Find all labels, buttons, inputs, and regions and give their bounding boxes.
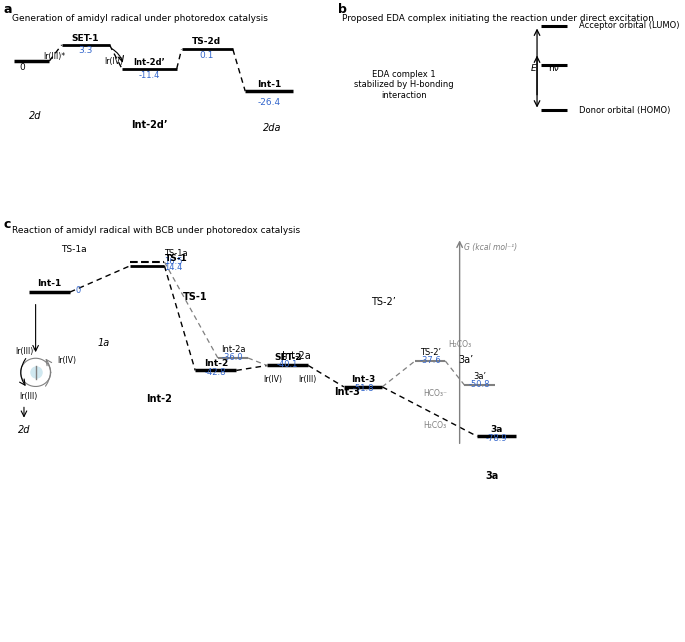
Text: HCO₃⁻: HCO₃⁻ xyxy=(423,389,447,398)
Text: -51.8: -51.8 xyxy=(352,385,374,394)
Text: -26.4: -26.4 xyxy=(258,98,281,107)
Text: TS-1: TS-1 xyxy=(164,254,187,263)
Text: TS-1a: TS-1a xyxy=(164,249,188,258)
Text: SET-2: SET-2 xyxy=(274,352,301,361)
Text: -40.1: -40.1 xyxy=(277,360,299,369)
Text: -78.9: -78.9 xyxy=(486,434,508,443)
Text: -36.0: -36.0 xyxy=(222,353,244,362)
Text: -50.8: -50.8 xyxy=(469,380,490,389)
Text: Int-1: Int-1 xyxy=(37,279,62,288)
Text: Int-3: Int-3 xyxy=(351,376,375,385)
Text: TS-1: TS-1 xyxy=(183,291,208,302)
Text: TS-2d: TS-2d xyxy=(192,37,221,46)
Text: 3a: 3a xyxy=(485,471,499,482)
Text: 3a’: 3a’ xyxy=(473,372,486,381)
Text: 3a: 3a xyxy=(490,425,503,434)
Text: Int-3: Int-3 xyxy=(334,386,360,397)
Text: Ir(III): Ir(III) xyxy=(20,392,38,401)
Text: 2d: 2d xyxy=(29,110,42,121)
Text: Ir(IV): Ir(IV) xyxy=(263,375,282,384)
Text: c: c xyxy=(3,218,11,231)
Text: 14.4: 14.4 xyxy=(164,263,183,272)
Text: Ir(III)*: Ir(III)* xyxy=(44,52,66,61)
Text: Donor orbital (HOMO): Donor orbital (HOMO) xyxy=(579,106,670,115)
Text: b: b xyxy=(338,3,347,16)
Text: Int-2d’: Int-2d’ xyxy=(131,120,168,130)
Text: Generation of amidyl radical under photoredox catalysis: Generation of amidyl radical under photo… xyxy=(12,14,269,23)
Text: Reaction of amidyl radical with BCB under photoredox catalysis: Reaction of amidyl radical with BCB unde… xyxy=(12,226,301,235)
Text: Proposed EDA complex initiating the reaction under direct excitation: Proposed EDA complex initiating the reac… xyxy=(342,14,654,23)
Text: TS-2’: TS-2’ xyxy=(420,348,440,357)
Text: E: E xyxy=(531,64,536,73)
Text: 0: 0 xyxy=(19,63,25,72)
Text: G (kcal mol⁻¹): G (kcal mol⁻¹) xyxy=(464,243,518,252)
Text: Int-2: Int-2 xyxy=(146,394,172,404)
Text: Int-2: Int-2 xyxy=(203,359,228,368)
Text: Acceptor orbital (LUMO): Acceptor orbital (LUMO) xyxy=(579,21,680,30)
Text: H₂CO₃: H₂CO₃ xyxy=(423,421,447,430)
Text: -11.4: -11.4 xyxy=(138,71,160,80)
Text: 3a’: 3a’ xyxy=(458,354,473,365)
Text: Int-1: Int-1 xyxy=(257,80,282,89)
Text: 2d: 2d xyxy=(18,425,30,435)
Text: 3.3: 3.3 xyxy=(79,46,92,55)
Text: 0: 0 xyxy=(75,286,81,295)
Text: hν: hν xyxy=(548,64,559,73)
Text: TS-2’: TS-2’ xyxy=(371,297,396,307)
Text: 0.1: 0.1 xyxy=(200,51,214,60)
Text: Int-2d’: Int-2d’ xyxy=(134,58,165,67)
Text: Ir(III)*: Ir(III)* xyxy=(15,347,37,356)
Text: H₂CO₃: H₂CO₃ xyxy=(448,340,471,349)
Text: 16.5: 16.5 xyxy=(164,257,183,266)
Text: EDA complex 1
stabilized by H-bonding
interaction: EDA complex 1 stabilized by H-bonding in… xyxy=(354,70,454,100)
Text: Ir(III): Ir(III) xyxy=(298,375,316,384)
Text: 1a: 1a xyxy=(98,338,110,349)
Text: Ir(IV): Ir(IV) xyxy=(104,57,123,66)
Text: SET-1: SET-1 xyxy=(72,34,99,43)
Text: a: a xyxy=(3,3,12,16)
Text: TS-1a: TS-1a xyxy=(61,245,87,254)
Text: Ir(IV): Ir(IV) xyxy=(58,356,77,365)
Text: Int-2a: Int-2a xyxy=(221,345,245,354)
Text: 2da: 2da xyxy=(262,123,282,134)
Text: -37.6: -37.6 xyxy=(419,356,441,365)
Text: -42.8: -42.8 xyxy=(205,368,227,377)
Text: Int-2a: Int-2a xyxy=(282,351,310,361)
